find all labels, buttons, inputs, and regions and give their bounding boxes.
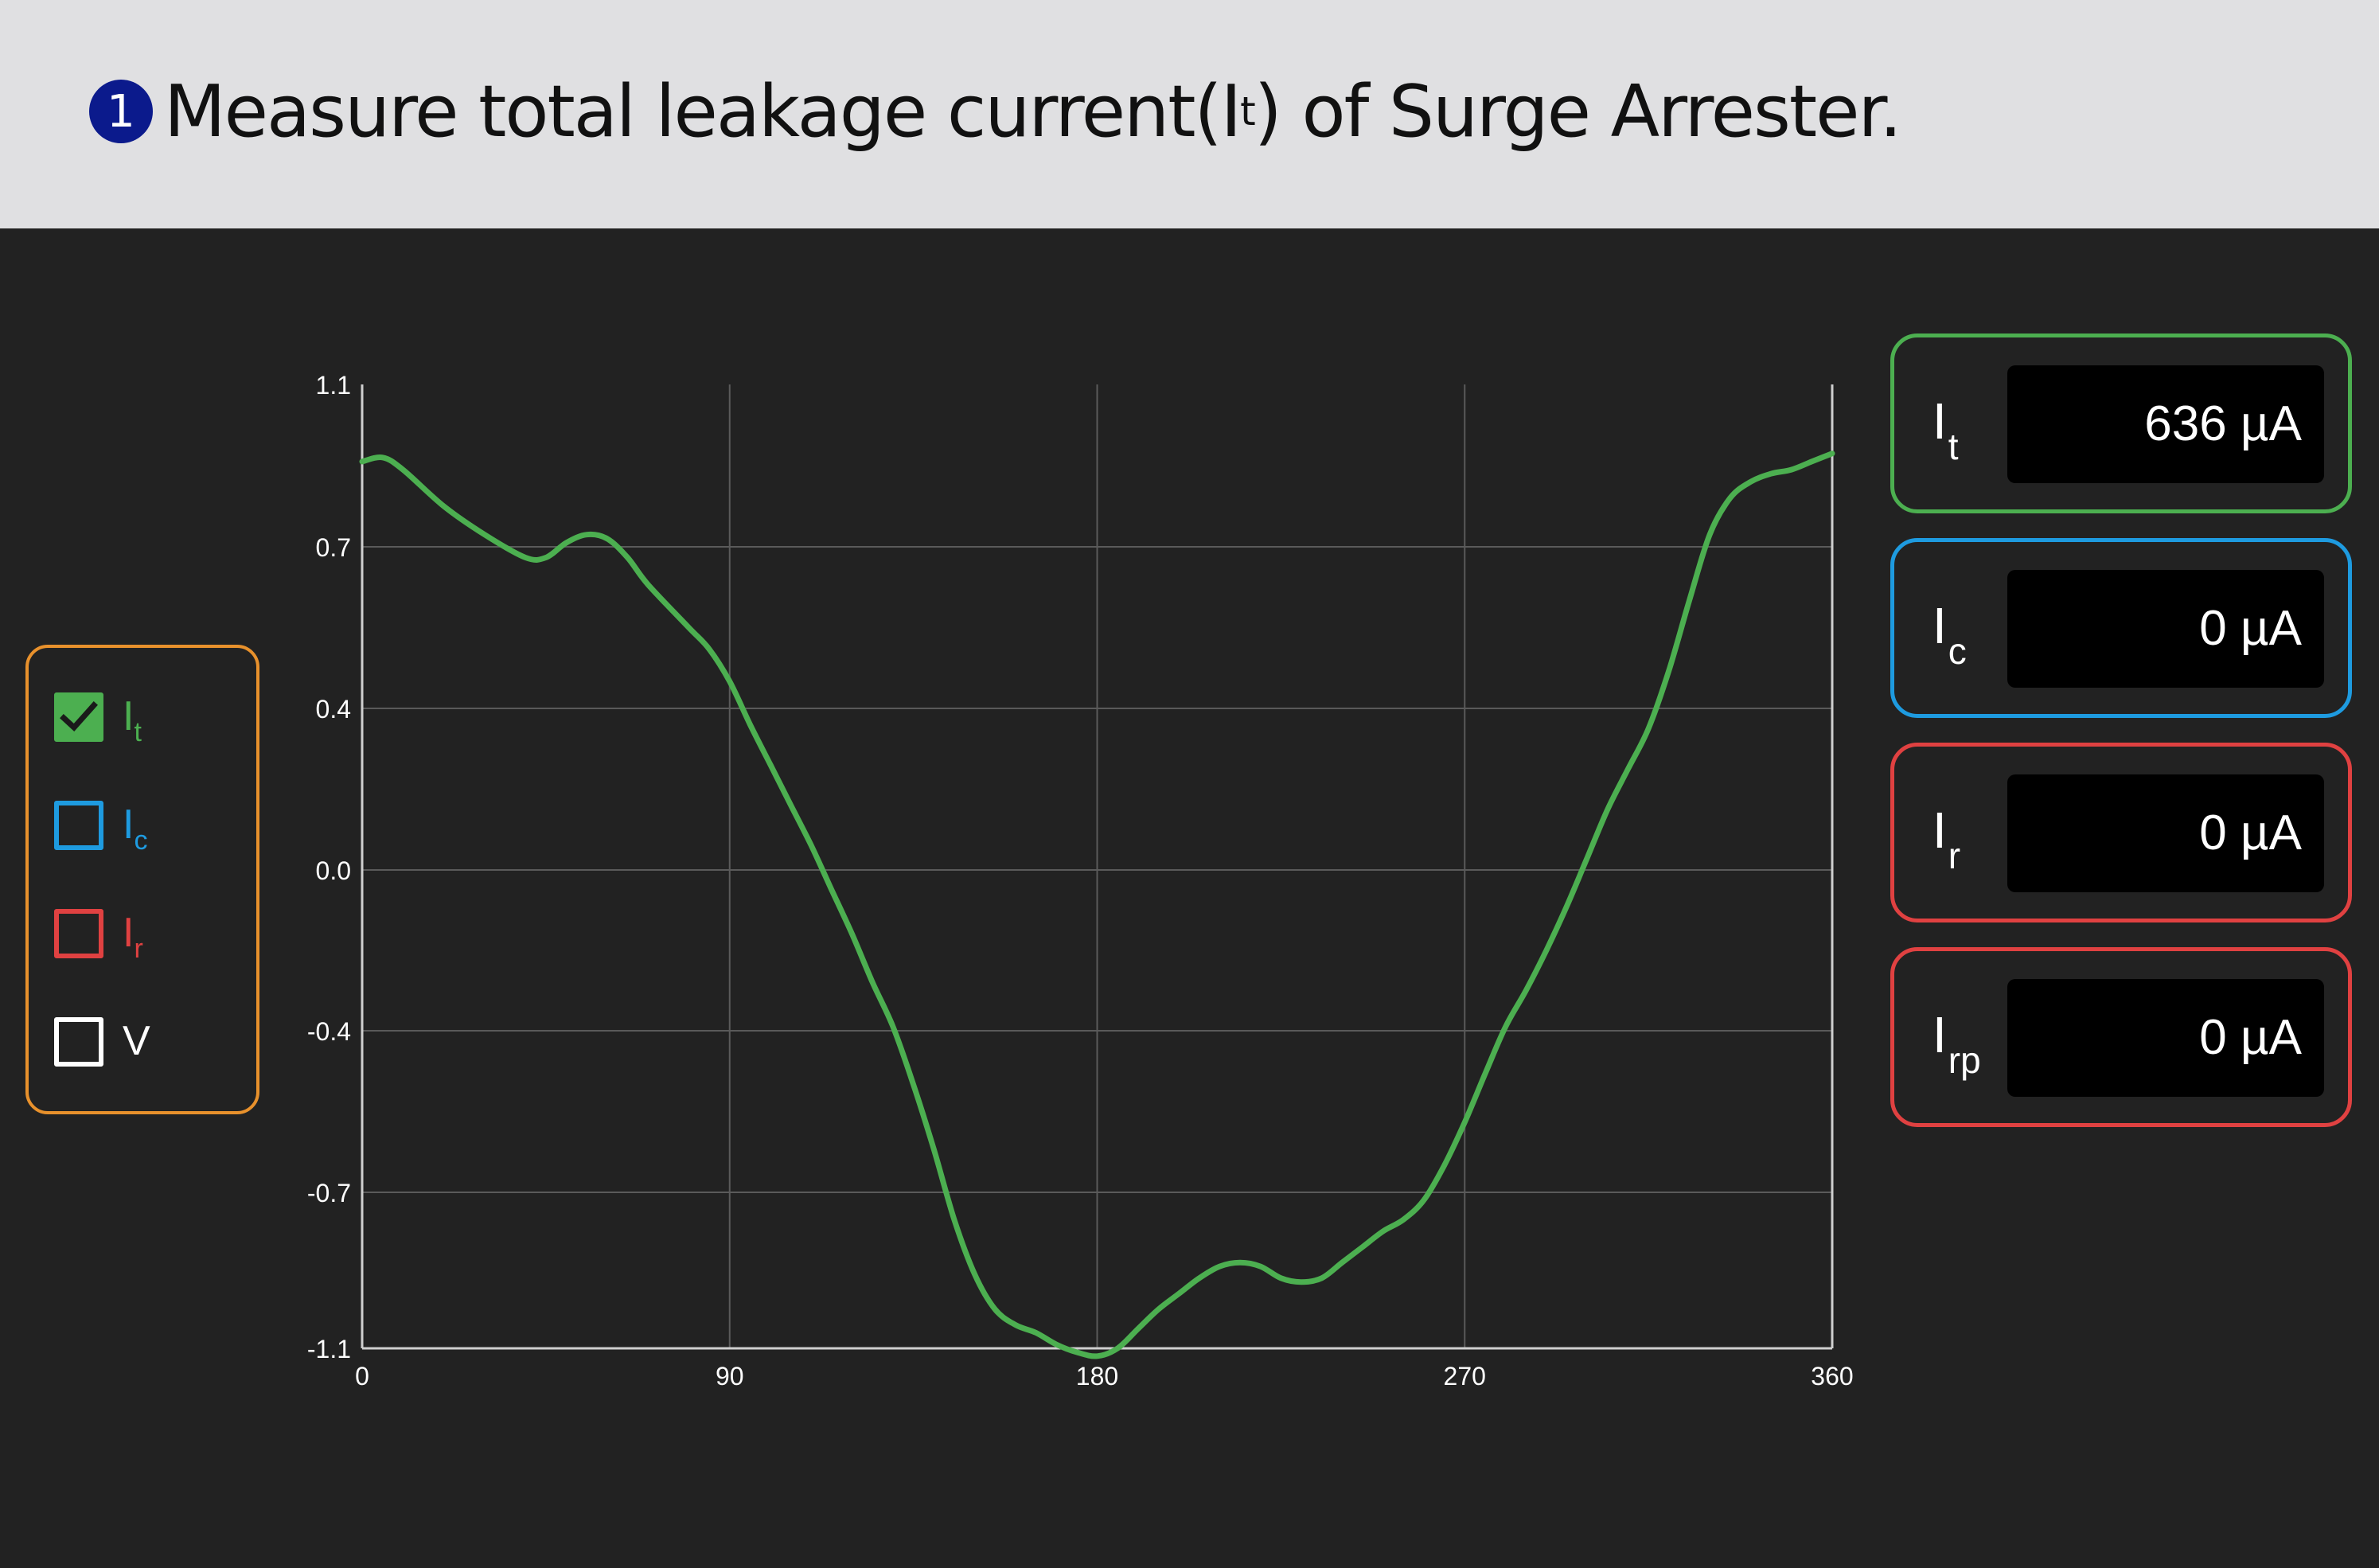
title-prefix: Measure total leakage current <box>164 69 1196 154</box>
title-suffix: of Surge Arrester. <box>1280 69 1902 154</box>
title-paren-close: ) <box>1254 69 1282 154</box>
x-tick-label: 90 <box>716 1362 744 1391</box>
series-line-it <box>359 451 1835 1359</box>
readout-value-it: 636 µA <box>2007 365 2324 483</box>
x-tick-label: 270 <box>1444 1362 1486 1391</box>
readout-ic: Ic 0 µA <box>1890 538 2352 718</box>
checkbox-it[interactable] <box>54 692 103 742</box>
checkbox-ic[interactable] <box>54 801 103 850</box>
step-number-badge: 1 <box>89 80 153 143</box>
title-paren-open: (I <box>1194 69 1242 154</box>
y-tick-label: -0.7 <box>307 1179 351 1207</box>
checkmark-icon <box>60 701 98 731</box>
legend-item-ic[interactable]: Ic <box>54 798 148 856</box>
readout-ir: Ir 0 µA <box>1890 743 2352 922</box>
y-tick-label: -0.4 <box>307 1017 351 1046</box>
readout-label-irp: Irp <box>1932 1006 1981 1081</box>
readout-it: It 636 µA <box>1890 333 2352 513</box>
legend-label-ir: Ir <box>123 910 143 964</box>
legend-label-v: V <box>123 1018 150 1064</box>
readout-label-it: It <box>1932 392 1959 467</box>
y-tick-label: 0.7 <box>316 533 351 562</box>
y-tick-label: 0.0 <box>316 856 351 885</box>
y-tick-label: 0.4 <box>316 695 351 724</box>
readout-value-irp: 0 µA <box>2007 979 2324 1097</box>
legend-item-it[interactable]: It <box>54 689 142 747</box>
y-tick-label: -1.1 <box>307 1335 351 1363</box>
y-tick-label: 1.1 <box>316 371 351 400</box>
instruction-title: 1 Measure total leakage current (I t) of … <box>89 64 1902 159</box>
x-tick-label: 0 <box>355 1362 369 1391</box>
channel-legend: It Ic Ir V <box>25 645 259 1114</box>
readout-irp: Irp 0 µA <box>1890 947 2352 1127</box>
x-tick-label: 360 <box>1811 1362 1853 1391</box>
readout-value-ic: 0 µA <box>2007 570 2324 688</box>
legend-label-it: It <box>123 693 142 747</box>
waveform-chart: 1.1 0.7 0.4 0.0 -0.4 -0.7 -1.10 90 180 270 360 <box>307 371 1854 1391</box>
device-screen: 1.1 0.7 0.4 0.0 -0.4 -0.7 -1.1 0 90 180 270 360 It … <box>0 228 2379 1568</box>
checkbox-ir[interactable] <box>54 909 103 958</box>
readout-label-ir: Ir <box>1932 802 1961 876</box>
legend-label-ic: Ic <box>123 802 148 856</box>
checkbox-v[interactable] <box>54 1017 103 1067</box>
readout-label-ic: Ic <box>1932 597 1967 672</box>
legend-item-ir[interactable]: Ir <box>54 906 143 964</box>
legend-item-v[interactable]: V <box>54 1014 150 1070</box>
title-sub: t <box>1240 88 1256 135</box>
instruction-banner: 1 Measure total leakage current (I t) of … <box>0 0 2379 228</box>
readout-value-ir: 0 µA <box>2007 774 2324 892</box>
x-tick-label: 180 <box>1076 1362 1118 1391</box>
